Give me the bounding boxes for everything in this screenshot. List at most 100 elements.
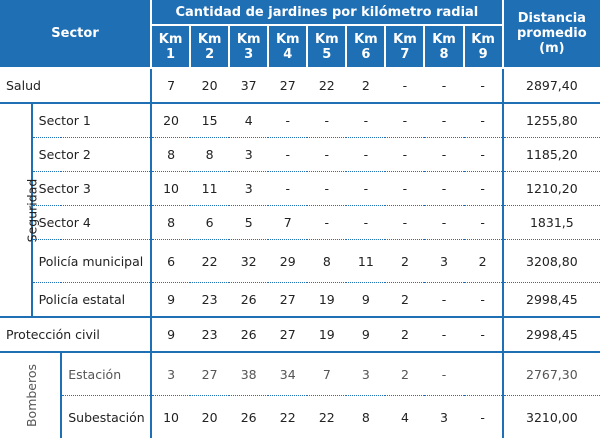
value-cell: 7 <box>307 352 346 396</box>
distance-cell: 2767,30 <box>503 352 600 396</box>
header-km: Km 7 <box>385 25 424 68</box>
row-label: Sector 1 <box>32 103 151 138</box>
value-cell: 4 <box>229 103 268 138</box>
value-cell: 27 <box>268 68 307 103</box>
value-cell: - <box>424 68 463 103</box>
header-km: Km 2 <box>190 25 229 68</box>
value-cell: - <box>464 396 503 438</box>
value-cell: 6 <box>151 240 190 283</box>
value-cell: - <box>346 206 385 240</box>
value-cell: 10 <box>151 396 190 438</box>
header-km: Km 5 <box>307 25 346 68</box>
value-cell: 20 <box>190 396 229 438</box>
group-label-text: Seguridad <box>24 178 39 242</box>
row-label: Sector 3 <box>32 172 151 206</box>
row-label: Sector 2 <box>32 138 151 172</box>
value-cell: - <box>385 206 424 240</box>
value-cell: 2 <box>385 352 424 396</box>
value-cell: - <box>464 103 503 138</box>
value-cell: 8 <box>151 206 190 240</box>
value-cell: 19 <box>307 283 346 318</box>
row-label: Protección civil <box>0 317 151 352</box>
value-cell: 34 <box>268 352 307 396</box>
value-cell: - <box>346 172 385 206</box>
header-km: Km 9 <box>464 25 503 68</box>
value-cell: 10 <box>151 172 190 206</box>
value-cell: - <box>307 206 346 240</box>
value-cell: 3 <box>151 352 190 396</box>
value-cell: - <box>385 68 424 103</box>
header-km: Km 8 <box>424 25 463 68</box>
value-cell: 8 <box>307 240 346 283</box>
value-cell: 3 <box>346 352 385 396</box>
value-cell: 11 <box>346 240 385 283</box>
value-cell: 26 <box>229 396 268 438</box>
value-cell: 4 <box>385 396 424 438</box>
value-cell: 20 <box>190 68 229 103</box>
value-cell: - <box>464 68 503 103</box>
value-cell: 8 <box>151 138 190 172</box>
value-cell: 11 <box>190 172 229 206</box>
value-cell: 9 <box>151 283 190 318</box>
header-km: Km 1 <box>151 25 190 68</box>
group-label-bomberos: Bomberos <box>0 352 61 438</box>
value-cell: 32 <box>229 240 268 283</box>
value-cell: - <box>346 103 385 138</box>
value-cell: 2 <box>385 283 424 318</box>
value-cell: 2 <box>385 240 424 283</box>
distance-cell: 1185,20 <box>503 138 600 172</box>
row-label: Policía municipal <box>32 240 151 283</box>
row-label: Salud <box>0 68 151 103</box>
value-cell: - <box>424 317 463 352</box>
value-cell: - <box>268 138 307 172</box>
value-cell: - <box>385 172 424 206</box>
value-cell: - <box>424 138 463 172</box>
value-cell: - <box>424 283 463 318</box>
value-cell: - <box>385 138 424 172</box>
value-cell: 22 <box>190 240 229 283</box>
distance-cell: 1210,20 <box>503 172 600 206</box>
header-km: Km 4 <box>268 25 307 68</box>
value-cell: - <box>464 283 503 318</box>
value-cell: 9 <box>151 317 190 352</box>
value-cell: - <box>307 138 346 172</box>
value-cell: 15 <box>190 103 229 138</box>
value-cell: 38 <box>229 352 268 396</box>
distance-cell: 2897,40 <box>503 68 600 103</box>
value-cell: 7 <box>268 206 307 240</box>
value-cell: 3 <box>424 240 463 283</box>
row-label: Sector 4 <box>32 206 151 240</box>
distance-cell: 1831,5 <box>503 206 600 240</box>
value-cell: 3 <box>424 396 463 438</box>
value-cell: 8 <box>190 138 229 172</box>
value-cell: 26 <box>229 283 268 318</box>
value-cell: 27 <box>268 317 307 352</box>
value-cell: 37 <box>229 68 268 103</box>
value-cell: 2 <box>464 240 503 283</box>
value-cell: 7 <box>151 68 190 103</box>
value-cell: 22 <box>307 396 346 438</box>
group-label-seguridad: Seguridad <box>0 103 32 317</box>
row-label: Subestación <box>61 396 151 438</box>
value-cell: 9 <box>346 317 385 352</box>
value-cell: 26 <box>229 317 268 352</box>
value-cell: 2 <box>346 68 385 103</box>
value-cell: 2 <box>385 317 424 352</box>
header-sector: Sector <box>0 0 151 68</box>
value-cell: - <box>424 352 463 396</box>
value-cell: - <box>385 103 424 138</box>
value-cell <box>464 352 503 396</box>
value-cell: - <box>268 172 307 206</box>
value-cell: 3 <box>229 172 268 206</box>
row-label: Estación <box>61 352 151 396</box>
distance-cell: 3208,80 <box>503 240 600 283</box>
